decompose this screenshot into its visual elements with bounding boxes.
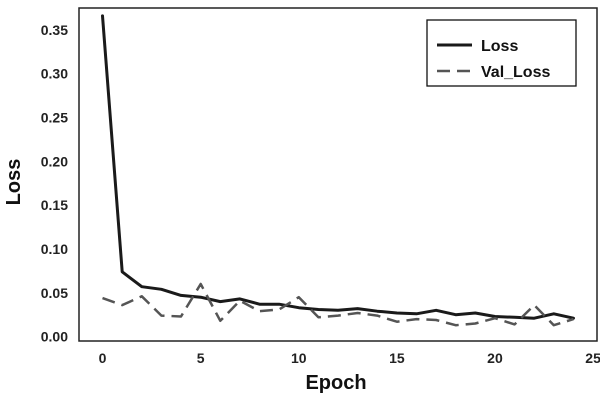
y-tick-label: 0.35: [41, 22, 68, 38]
x-axis-ticks: 0 5 10 15 20 25: [99, 350, 600, 366]
legend: Loss Val_Loss: [426, 19, 577, 87]
x-tick-label: 25: [585, 350, 600, 366]
x-tick-label: 0: [99, 350, 107, 366]
x-tick-label: 5: [197, 350, 205, 366]
y-axis-label: Loss: [3, 159, 25, 206]
y-tick-label: 0.20: [41, 153, 68, 169]
y-tick-label: 0.10: [41, 241, 68, 257]
x-tick-label: 10: [291, 350, 307, 366]
legend-label: Val_Loss: [481, 64, 550, 81]
y-tick-label: 0.25: [41, 110, 68, 126]
y-tick-label: 0.30: [41, 66, 68, 82]
y-tick-label: 0.15: [41, 197, 68, 213]
series-line-loss: [101, 14, 575, 320]
y-axis-ticks: 0.00 0.05 0.10 0.15 0.20 0.25 0.30 0.35: [41, 22, 68, 345]
legend-label: Loss: [481, 38, 518, 55]
x-axis-label: Epoch: [305, 372, 366, 394]
series-line-val-loss: [102, 282, 574, 327]
legend-box: [426, 19, 577, 87]
x-tick-label: 20: [487, 350, 503, 366]
series-lines: [101, 14, 575, 327]
y-tick-label: 0.00: [41, 329, 68, 345]
x-tick-label: 15: [389, 350, 405, 366]
y-tick-label: 0.05: [41, 285, 68, 301]
